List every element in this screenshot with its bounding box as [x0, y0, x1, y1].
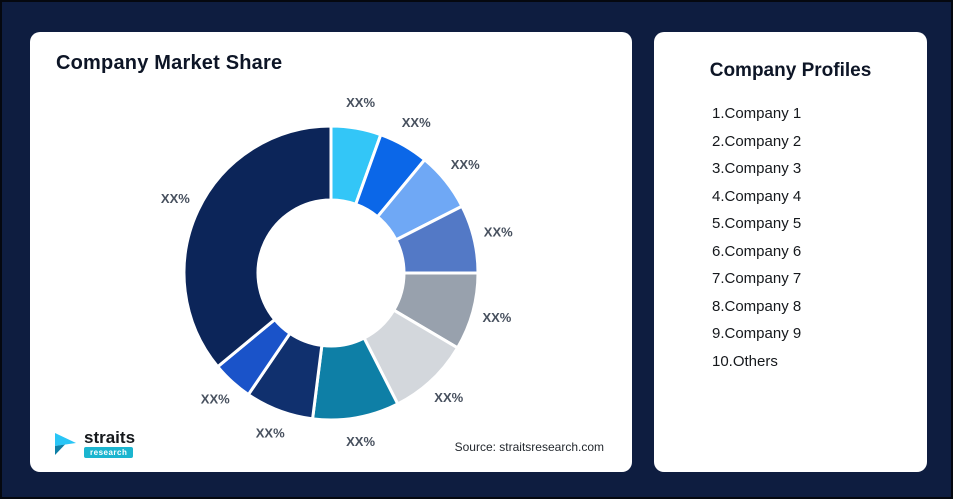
slice-label: XX%	[402, 115, 431, 130]
market-share-card: Company Market Share XX% XX% XX% XX% XX% XX% X…	[30, 32, 632, 472]
list-item: 5.Company 5	[712, 215, 802, 232]
company-profiles-card: Company Profiles 1.Company 1 2.Company 2 3…	[654, 32, 927, 472]
chart-title: Company Market Share	[56, 52, 283, 74]
source-note: Source: straitsresearch.com	[454, 440, 604, 454]
list-item: 2.Company 2	[712, 132, 802, 150]
list-item: 8.Company 8	[712, 297, 802, 315]
slice-label: XX%	[346, 95, 375, 110]
list-item: 1.Company 1	[712, 105, 802, 122]
donut-chart-area: XX% XX% XX% XX% XX% XX% XX% XX% XX% XX%	[30, 74, 632, 472]
slice-label: XX%	[451, 157, 480, 172]
slice-label: XX%	[482, 310, 511, 325]
company-list: 1.Company 1 2.Company 2 3.Company 3 4.Compa…	[654, 100, 927, 375]
logo-name: straits	[84, 428, 136, 447]
logo-text: straits research	[84, 429, 135, 458]
straits-research-logo: straits research	[52, 429, 135, 458]
list-item: 4.Company 4	[712, 187, 802, 205]
list-item: 9.Company 9	[712, 325, 802, 342]
logo-subtitle: research	[84, 447, 134, 458]
donut-chart: XX% XX% XX% XX% XX% XX% XX% XX% XX% XX%	[161, 95, 513, 449]
slice-label: XX%	[484, 224, 513, 239]
slice-label: XX%	[201, 392, 230, 407]
slice-label: XX%	[161, 191, 190, 206]
profiles-title: Company Profiles	[709, 60, 872, 81]
list-item: 7.Company 7	[712, 270, 802, 287]
slice-label: XX%	[256, 425, 285, 440]
list-item: 10.Others	[712, 352, 778, 370]
list-item: 6.Company 6	[712, 242, 802, 260]
straits-logo-icon	[55, 432, 76, 455]
slice-label: XX%	[346, 434, 375, 449]
list-item: 3.Company 3	[712, 160, 802, 177]
slice-label: XX%	[434, 390, 463, 405]
pie-slice	[182, 124, 333, 369]
